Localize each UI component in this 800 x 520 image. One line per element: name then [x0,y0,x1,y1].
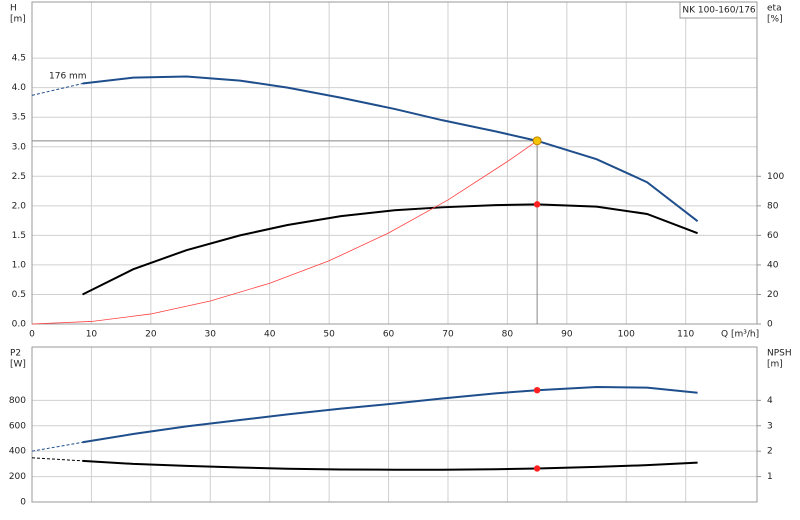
y-axis-label: H [10,4,17,14]
y2-axis-unit: [m] [767,360,783,370]
y2-tick-label: 100 [767,172,784,182]
y2-tick-label: 3 [767,421,773,431]
curve-annotation: 176 mm [49,72,87,82]
curve [31,441,83,452]
y-tick-label: 2.5 [12,172,26,182]
y-tick-label: 800 [9,396,26,406]
curve [31,457,83,462]
duty-point [533,465,541,472]
y2-tick-label: 80 [767,201,779,211]
y-axis-label: P2 [10,349,21,359]
x-tick-label: 100 [618,330,635,340]
y-tick-label: 0.5 [12,290,26,300]
plot-frame [31,346,758,503]
y-tick-label: 600 [9,421,26,431]
y-tick-label: 4.0 [12,83,27,93]
curve [82,203,698,296]
duty-point [532,136,542,146]
x-tick-label: 70 [442,330,454,340]
plot-frame [31,1,758,325]
y-tick-label: 1.0 [12,260,27,270]
duty-point [533,386,541,394]
model-box [679,1,758,19]
y2-tick-label: 1 [767,472,773,482]
duty-point [533,201,541,208]
x-tick-label: 90 [561,330,573,340]
y-axis-unit: [m] [10,15,26,25]
curve [82,75,699,222]
x-tick-label: 0 [29,330,35,340]
y2-tick-label: 60 [767,231,779,241]
y2-tick-label: 20 [767,290,779,300]
y-tick-label: 0 [20,498,26,508]
y-tick-label: 3.0 [12,142,27,152]
y-tick-label: 4.5 [12,54,26,64]
y-tick-label: 3.5 [12,113,26,123]
x-tick-label: 10 [86,330,98,340]
y-tick-label: 400 [9,447,26,457]
curve [82,459,698,471]
y2-axis-label: NPSH [767,349,792,359]
x-tick-label: 110 [677,330,694,340]
y2-axis-unit: [%] [767,15,783,25]
model-label: NK 100-160/176 [682,6,756,16]
y2-axis-label: eta [767,4,782,14]
curve [31,83,83,96]
y-tick-label: 2.0 [12,201,27,211]
y2-tick-label: 40 [767,260,779,270]
y2-tick-label: 4 [767,396,773,406]
x-tick-label: 60 [383,330,395,340]
y2-tick-label: 2 [767,447,773,457]
y-tick-label: 1.5 [12,231,26,241]
y-tick-label: 200 [9,472,26,482]
x-axis-label: Q [m³/h] [721,330,759,340]
y-tick-label: 0.0 [12,320,27,330]
y2-tick-label: 0 [767,320,773,330]
curve [31,140,538,325]
curve [82,386,698,444]
x-tick-label: 30 [205,330,217,340]
x-tick-label: 80 [502,330,514,340]
x-tick-label: 50 [323,330,335,340]
x-tick-label: 20 [145,330,157,340]
x-tick-label: 40 [264,330,276,340]
y-axis-unit: [W] [10,360,26,370]
